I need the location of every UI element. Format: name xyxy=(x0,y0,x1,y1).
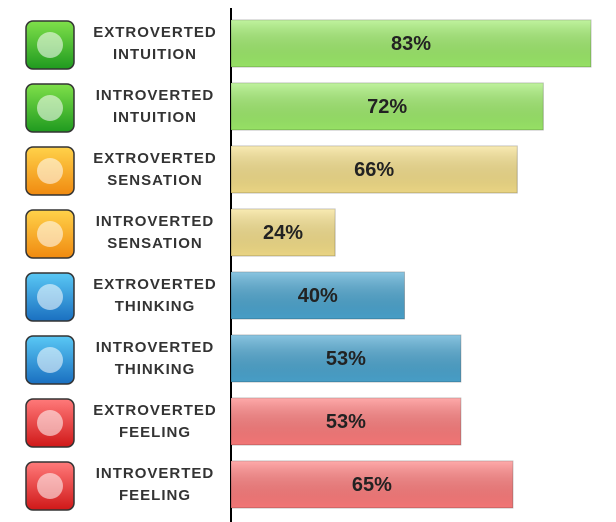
bar-shine xyxy=(231,20,591,67)
icon-glyph xyxy=(37,284,63,310)
bar-shine xyxy=(231,461,513,508)
category-label: EXTROVERTED THINKING xyxy=(93,276,217,315)
icon-glyph xyxy=(37,32,63,58)
category-label: INTROVERTED THINKING xyxy=(95,339,215,378)
category-label: INTROVERTED SENSATION xyxy=(95,213,215,252)
icon-glyph xyxy=(37,95,63,121)
value-label: 24% xyxy=(263,222,303,244)
value-label: 53% xyxy=(326,348,366,370)
icon-glyph xyxy=(37,410,63,436)
icon-glyph xyxy=(37,473,63,499)
category-label: INTROVERTED FEELING xyxy=(95,465,215,504)
bar-shine xyxy=(231,272,405,319)
value-label: 65% xyxy=(352,474,392,496)
value-label: 53% xyxy=(326,411,366,433)
bar-shine xyxy=(231,83,544,130)
icon-glyph xyxy=(37,347,63,373)
value-label: 83% xyxy=(391,33,431,55)
bar-shine xyxy=(231,398,461,445)
value-label: 66% xyxy=(354,159,394,181)
category-label: EXTROVERTED FEELING xyxy=(93,402,217,441)
bar-shine xyxy=(231,209,336,256)
bar-shine xyxy=(231,335,461,382)
icon-glyph xyxy=(37,158,63,184)
bar-shine xyxy=(231,146,518,193)
category-label: INTROVERTED INTUITION xyxy=(95,87,215,126)
category-label: EXTROVERTED INTUITION xyxy=(93,24,217,63)
value-label: 72% xyxy=(367,96,407,118)
category-label: EXTROVERTED SENSATION xyxy=(93,150,217,189)
icon-glyph xyxy=(37,221,63,247)
value-label: 40% xyxy=(298,285,338,307)
